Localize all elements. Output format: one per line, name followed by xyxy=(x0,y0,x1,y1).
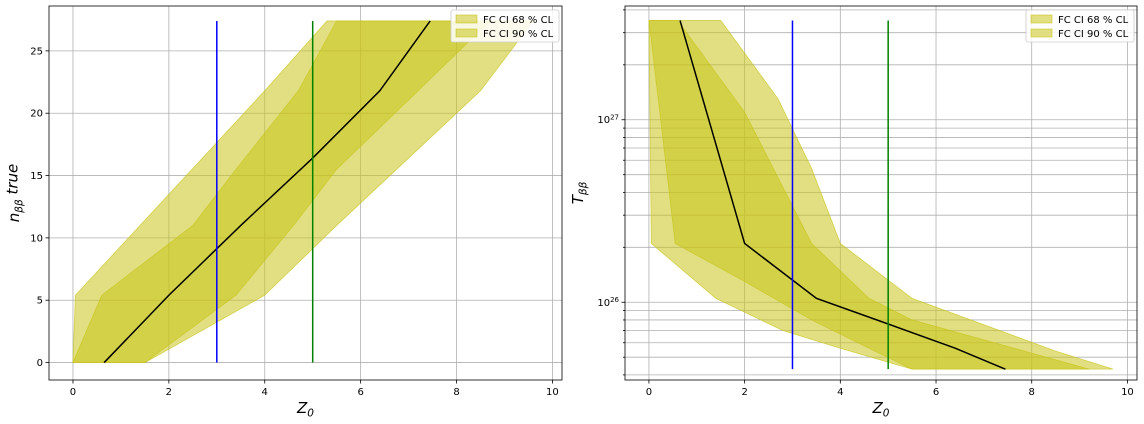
x-tick-label: 0 xyxy=(646,387,652,398)
plot-area xyxy=(648,20,1114,370)
legend-box xyxy=(450,9,560,43)
legend-swatch xyxy=(1030,14,1053,24)
legend-swatch xyxy=(455,14,478,24)
y-tick-label: 1026 xyxy=(597,296,619,309)
confidence-band-90 xyxy=(72,20,535,363)
legend-label: FC CI 68 % CL xyxy=(483,15,554,26)
x-tick-label: 0 xyxy=(70,387,76,398)
x-axis-label: Z0 xyxy=(296,399,314,420)
x-tick-label: 4 xyxy=(262,387,268,398)
legend: FC CI 68 % CL FC CI 90 % CL xyxy=(1025,9,1135,43)
x-tick-label: 2 xyxy=(741,387,747,398)
x-tick-label: 8 xyxy=(1029,387,1035,398)
chart-panel-1: 0 2 4 6 8 10 0 5 10 15 20 25 Z0 nββ true FC CI 68 % CL… xyxy=(3,5,563,420)
y-tick-label: 5 xyxy=(37,296,43,307)
plot-area xyxy=(72,20,535,364)
y-tick-label: 15 xyxy=(30,171,43,182)
legend-label: FC CI 90 % CL xyxy=(483,29,554,40)
legend-label: FC CI 68 % CL xyxy=(1058,15,1129,26)
median-line xyxy=(103,20,431,364)
legend: FC CI 68 % CL FC CI 90 % CL xyxy=(450,9,560,43)
confidence-band-90 xyxy=(648,20,1114,370)
x-axis-label: Z0 xyxy=(872,399,890,420)
y-axis-label: nββ true xyxy=(3,164,25,222)
legend-swatch xyxy=(455,28,478,38)
chart-panel-2: 0 2 4 6 8 10 1026 1027 Z0 Tββ FC CI 68 % CL FC CI 9… xyxy=(569,5,1138,420)
y-axis-label: Tββ xyxy=(569,181,590,204)
x-tick-label: 10 xyxy=(1121,387,1134,398)
x-tick-label: 2 xyxy=(166,387,172,398)
x-tick-label: 8 xyxy=(453,387,459,398)
x-tick-label: 4 xyxy=(837,387,843,398)
x-tick-label: 10 xyxy=(546,387,559,398)
y-tick-label: 10 xyxy=(30,233,43,244)
median-line xyxy=(679,20,1006,370)
legend-label: FC CI 90 % CL xyxy=(1058,29,1129,40)
y-tick-label: 0 xyxy=(37,358,43,369)
legend-swatch xyxy=(1030,28,1053,38)
legend-box xyxy=(1025,9,1135,43)
y-tick-label: 25 xyxy=(30,46,43,57)
x-tick-label: 6 xyxy=(357,387,363,398)
axes-frame xyxy=(48,5,563,381)
axes-frame xyxy=(624,5,1138,381)
y-tick-label: 1027 xyxy=(597,113,619,126)
y-tick-label: 20 xyxy=(30,109,43,120)
x-tick-label: 6 xyxy=(933,387,939,398)
